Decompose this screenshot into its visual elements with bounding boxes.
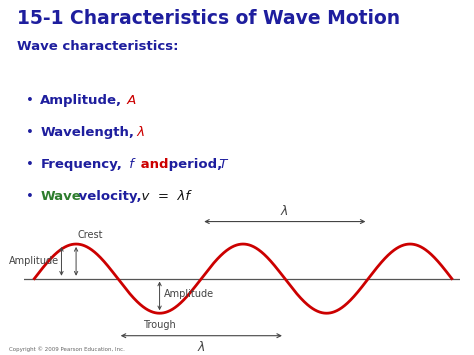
Text: $\lambda$: $\lambda$: [197, 340, 206, 354]
Text: f: f: [125, 158, 134, 171]
Text: •: •: [26, 126, 34, 139]
Text: Wave: Wave: [40, 190, 81, 203]
Text: period,: period,: [164, 158, 223, 171]
Text: 15-1 Characteristics of Wave Motion: 15-1 Characteristics of Wave Motion: [17, 9, 400, 28]
Text: •: •: [26, 190, 34, 203]
Text: v  =  λf: v = λf: [133, 190, 190, 203]
Text: A: A: [123, 94, 137, 107]
Text: Amplitude: Amplitude: [9, 256, 59, 266]
Text: Frequency,: Frequency,: [40, 158, 122, 171]
Text: Trough: Trough: [143, 320, 176, 330]
Text: Amplitude,: Amplitude,: [40, 94, 122, 107]
Text: Crest: Crest: [77, 230, 103, 240]
Text: $\lambda$: $\lambda$: [281, 204, 289, 218]
Text: T: T: [215, 158, 227, 171]
Text: Wave characteristics:: Wave characteristics:: [17, 40, 178, 53]
Text: and: and: [136, 158, 169, 171]
Text: velocity,: velocity,: [74, 190, 142, 203]
Text: λ: λ: [133, 126, 146, 139]
Text: Copyright © 2009 Pearson Education, Inc.: Copyright © 2009 Pearson Education, Inc.: [9, 346, 125, 352]
Text: Amplitude: Amplitude: [164, 289, 214, 299]
Text: •: •: [26, 94, 34, 107]
Text: Wavelength,: Wavelength,: [40, 126, 134, 139]
Text: •: •: [26, 158, 34, 171]
